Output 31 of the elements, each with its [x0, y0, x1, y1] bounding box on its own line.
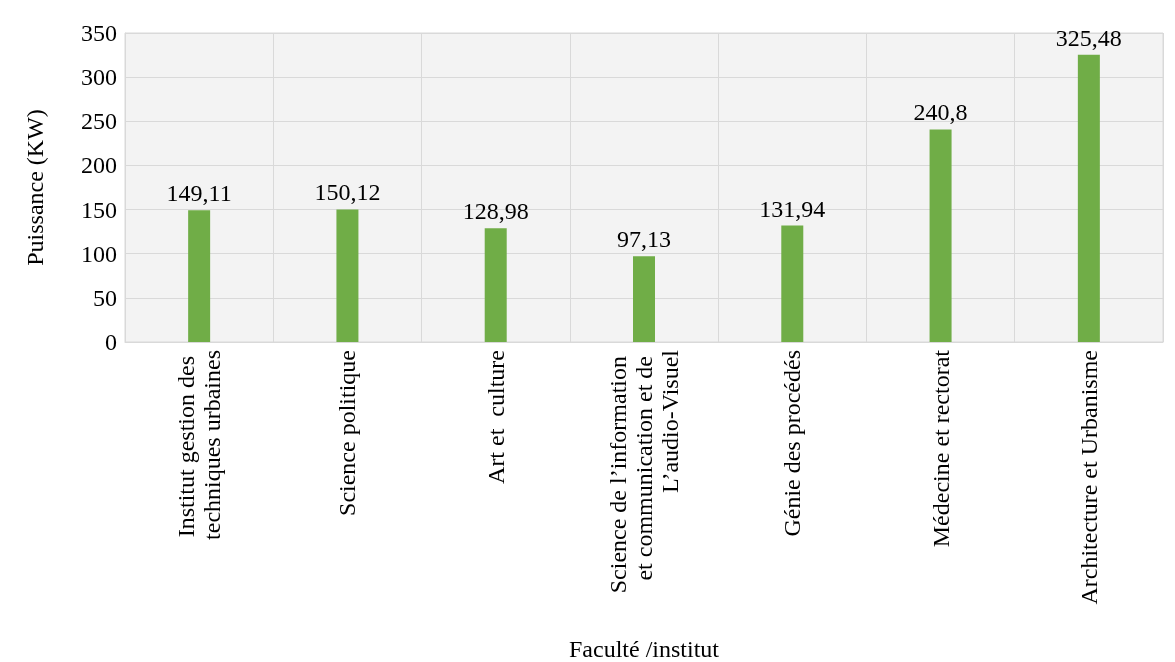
x-tick-label: Génie des procédés	[779, 350, 806, 537]
bar	[633, 256, 655, 342]
y-tick-label: 200	[81, 152, 117, 179]
data-label: 240,8	[913, 99, 968, 126]
data-label: 128,98	[462, 198, 529, 225]
data-label: 97,13	[617, 226, 671, 253]
bar	[781, 225, 804, 342]
x-tick-label: Architecture et Urbanisme	[1075, 350, 1102, 605]
bar	[1077, 54, 1100, 342]
x-tick-label: Institut gestion des techniques urbaines	[173, 350, 226, 540]
data-label: 131,94	[759, 195, 826, 222]
x-tick-label: Science de l’information et communication et de L’audio-Visuel	[605, 349, 683, 594]
y-tick-label: 100	[81, 240, 117, 267]
y-axis-title: Puissance (KW)	[22, 109, 48, 266]
bar	[929, 129, 952, 342]
bar	[188, 210, 211, 342]
y-tick-label: 250	[81, 108, 117, 135]
x-tick-label: Art et culture	[482, 350, 509, 484]
y-tick-label: 350	[81, 20, 117, 46]
data-label: 149,11	[166, 180, 232, 207]
y-tick-label: 150	[81, 196, 117, 223]
x-tick-label: Science politique	[334, 350, 361, 516]
y-tick-label: 50	[93, 284, 117, 311]
bar	[336, 209, 359, 342]
y-tick-label: 0	[105, 329, 117, 355]
data-label: 150,12	[314, 179, 381, 206]
bar	[484, 228, 507, 342]
data-label: 325,48	[1055, 24, 1122, 51]
x-axis-title: Faculté /institut	[569, 636, 720, 662]
x-tick-label: Médecine et rectorat	[927, 349, 954, 548]
y-tick-label: 300	[81, 64, 117, 91]
